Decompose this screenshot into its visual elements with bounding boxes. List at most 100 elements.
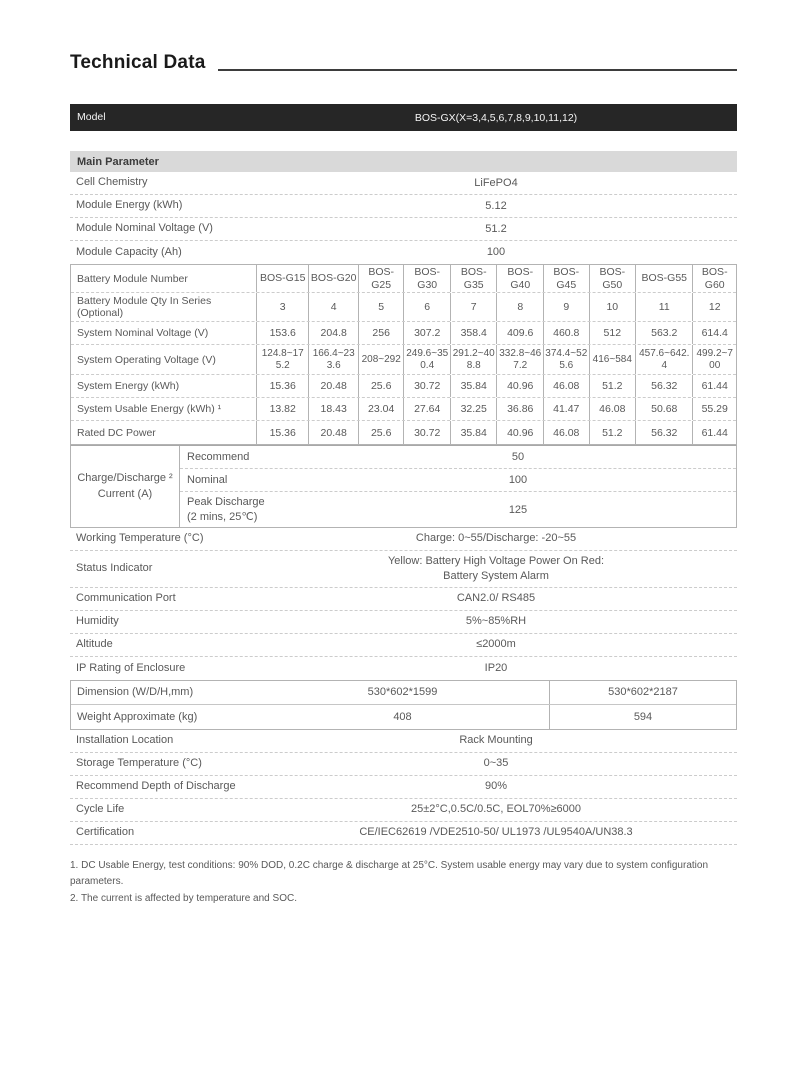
- row-label: Module Energy (kWh): [76, 199, 183, 212]
- row-value: 5%~85%RH: [465, 615, 527, 628]
- spec-row: Cycle Life 25±2°C,0.5C/0.5C, EOL70%≥6000: [70, 799, 737, 822]
- spec-row: Working Temperature (°C) Charge: 0~55/Di…: [70, 528, 737, 551]
- matrix-cell: 40.96: [496, 375, 543, 398]
- matrix-cell: 332.8~467.2: [496, 345, 543, 375]
- title-underline: [217, 69, 737, 71]
- row-value: Charge: 0~55/Discharge: -20~55: [415, 532, 577, 545]
- matrix-row-label: System Energy (kWh): [77, 380, 180, 393]
- matrix-row: System Nominal Voltage (V) 153.6 204.8 2…: [71, 322, 736, 346]
- matrix-cell: 30.72: [403, 375, 450, 398]
- matrix-cell: 291.2~408.8: [449, 345, 497, 375]
- middle-spec-rows: Working Temperature (°C) Charge: 0~55/Di…: [70, 528, 737, 680]
- section-header: Main Parameter: [70, 151, 737, 172]
- row-label: Humidity: [76, 615, 119, 627]
- charge-row: Nominal 100: [180, 469, 736, 493]
- page-title-row: Technical Data: [70, 50, 737, 74]
- matrix-row-label: System Usable Energy (kWh) ¹: [77, 403, 222, 416]
- matrix-cell: 25.6: [357, 421, 404, 445]
- matrix-cell: 35.84: [449, 421, 497, 445]
- row-label: IP Rating of Enclosure: [76, 661, 186, 674]
- charge-row: Peak Discharge (2 mins, 25℃) 125: [180, 492, 736, 527]
- dimension-weight-section: Dimension (W/D/H,mm) 530*602*1599 530*60…: [70, 679, 737, 730]
- matrix-cell: 256: [357, 322, 404, 345]
- matrix-cell: 41.47: [543, 398, 589, 421]
- matrix-cell: 11: [635, 293, 692, 322]
- charge-row-value: 100: [508, 474, 528, 487]
- matrix-cell: 56.32: [635, 421, 692, 445]
- matrix-cell: BOS-G55: [635, 265, 692, 293]
- model-header-bar: Model BOS-GX(X=3,4,5,6,7,8,9,10,11,12): [70, 104, 737, 131]
- matrix-cell: 46.08: [588, 398, 636, 421]
- matrix-row: Battery Module Qty In Series (Optional) …: [71, 293, 736, 323]
- matrix-cell: 358.4: [449, 322, 497, 345]
- matrix-cell: BOS-G40: [496, 265, 543, 293]
- matrix-row-label: Battery Module Qty In Series (Optional): [77, 295, 212, 320]
- footnotes: 1. DC Usable Energy, test conditions: 90…: [70, 858, 737, 908]
- matrix-cell: 20.48: [308, 421, 357, 445]
- charge-row-value: 125: [508, 503, 528, 516]
- spec-row: Storage Temperature (°C) 0~35: [70, 753, 737, 776]
- row-label: Cycle Life: [76, 803, 125, 815]
- matrix-cell: 46.08: [543, 375, 589, 398]
- matrix-cell: 23.04: [357, 398, 404, 421]
- row-label: Working Temperature (°C): [76, 532, 204, 545]
- row-value: LiFePO4: [474, 176, 518, 189]
- spec-row: Certification CE/IEC62619 /VDE2510-50/ U…: [70, 822, 737, 845]
- charge-discharge-rows: Recommend 50 Nominal 100 Peak Discharge …: [179, 446, 736, 527]
- matrix-cell: 9: [543, 293, 589, 322]
- matrix-cell: BOS-G35: [449, 265, 497, 293]
- row-label: Storage Temperature (°C): [76, 757, 202, 769]
- matrix-cell: 13.82: [256, 398, 308, 421]
- matrix-cell: 55.29: [692, 398, 736, 421]
- footnote: 1. DC Usable Energy, test conditions: 90…: [70, 859, 709, 888]
- row-label: Cell Chemistry: [76, 176, 148, 189]
- spec-row: Module Capacity (Ah) 100: [70, 241, 737, 264]
- row-label: Certification: [76, 826, 135, 838]
- row-value: 25±2°C,0.5C/0.5C, EOL70%≥6000: [411, 803, 581, 816]
- matrix-cell: 51.2: [588, 421, 636, 445]
- matrix-cell: 166.4~233.6: [308, 345, 357, 375]
- matrix-cell: 51.2: [588, 375, 636, 398]
- model-label: Model: [77, 111, 106, 124]
- row-value: CE/IEC62619 /VDE2510-50/ UL1973 /UL9540A…: [359, 826, 633, 839]
- top-spec-rows: Cell Chemistry LiFePO4 Module Energy (kW…: [70, 172, 737, 264]
- matrix-cell: 249.6~350.4: [403, 345, 450, 375]
- spec-row: Installation Location Rack Mounting: [70, 730, 737, 753]
- matrix-cell: 204.8: [308, 322, 357, 345]
- matrix-cell: 457.6~642.4: [635, 345, 692, 375]
- dual-row-value-left: 408: [393, 710, 412, 723]
- matrix-cell: 460.8: [543, 322, 589, 345]
- spec-row: IP Rating of Enclosure IP20: [70, 657, 737, 680]
- charge-row: Recommend 50: [180, 446, 736, 470]
- row-label: Status Indicator: [76, 562, 153, 575]
- charge-row-sublabel: Recommend: [187, 451, 250, 464]
- row-value: IP20: [484, 661, 508, 674]
- spec-row: Cell Chemistry LiFePO4: [70, 172, 737, 195]
- matrix-cell: 27.64: [403, 398, 450, 421]
- matrix-row: Battery Module Number BOS-G15 BOS-G20 BO…: [71, 265, 736, 294]
- model-matrix-table: Battery Module Number BOS-G15 BOS-G20 BO…: [70, 264, 737, 446]
- matrix-row: System Operating Voltage (V) 124.8~175.2…: [71, 345, 736, 376]
- matrix-cell: 46.08: [543, 421, 589, 445]
- row-label: Altitude: [76, 638, 113, 650]
- matrix-cell: 4: [308, 293, 357, 322]
- matrix-cell: BOS-G25: [357, 265, 404, 293]
- matrix-row: System Usable Energy (kWh) ¹ 13.82 18.43…: [71, 398, 736, 422]
- dual-row: Dimension (W/D/H,mm) 530*602*1599 530*60…: [71, 680, 736, 705]
- page-title: Technical Data: [70, 52, 206, 73]
- matrix-cell: 512: [588, 322, 636, 345]
- spec-row: Altitude ≤2000m: [70, 634, 737, 657]
- matrix-cell: 7: [449, 293, 497, 322]
- matrix-cell: 20.48: [308, 375, 357, 398]
- charge-row-sublabel: Nominal: [187, 474, 228, 487]
- dual-row-value-right: 530*602*2187: [549, 680, 736, 704]
- matrix-row-label: Battery Module Number: [77, 272, 188, 285]
- matrix-cell: 10: [588, 293, 636, 322]
- model-value: BOS-GX(X=3,4,5,6,7,8,9,10,11,12): [414, 111, 578, 124]
- spec-row: Communication Port CAN2.0/ RS485: [70, 588, 737, 611]
- footnote: 2. The current is affected by temperatur…: [70, 892, 297, 904]
- matrix-cell: 614.4: [692, 322, 736, 345]
- matrix-cell: 374.4~525.6: [543, 345, 589, 375]
- row-label: Module Capacity (Ah): [76, 245, 182, 258]
